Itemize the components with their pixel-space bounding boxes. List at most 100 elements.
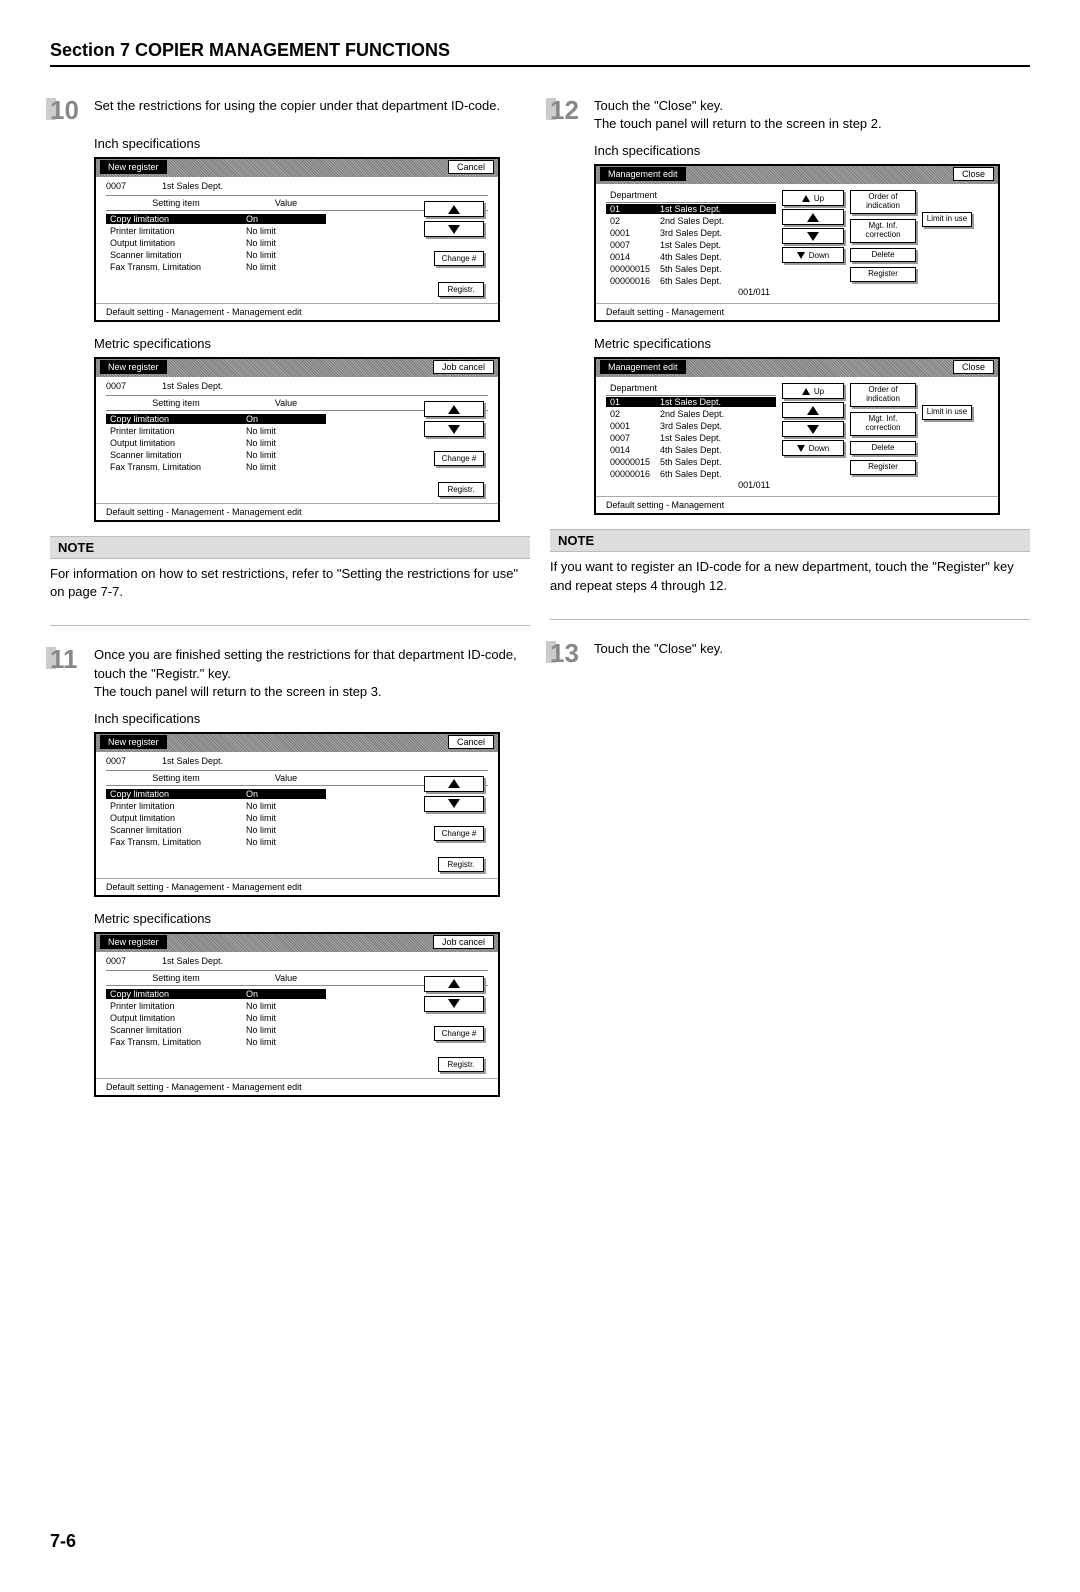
dept-code: 0007 <box>106 381 146 391</box>
cancel-button[interactable]: Job cancel <box>433 360 494 374</box>
inch-label: Inch specifications <box>94 711 530 726</box>
scroll-up-button[interactable] <box>782 209 844 225</box>
counter: 001/011 <box>606 287 776 297</box>
th-value: Value <box>246 973 326 983</box>
panel-title: New register <box>100 935 167 949</box>
dept-row[interactable]: 000000155th Sales Dept. <box>606 456 776 468</box>
limit-button[interactable]: Limit in use <box>922 212 972 227</box>
cancel-button[interactable]: Cancel <box>448 160 494 174</box>
dept-row[interactable]: 00144th Sales Dept. <box>606 251 776 263</box>
cancel-button[interactable]: Job cancel <box>433 935 494 949</box>
register-panel-inch: New register Cancel 00071st Sales Dept. … <box>50 157 530 322</box>
page-number: 7-6 <box>50 1531 1030 1552</box>
scroll-down-button[interactable] <box>782 421 844 437</box>
registr-button[interactable]: Registr. <box>438 1057 484 1072</box>
down-arrow-button[interactable] <box>424 221 484 237</box>
up-arrow-button[interactable] <box>424 976 484 992</box>
register-panel-metric: New register Job cancel 00071st Sales De… <box>50 932 530 1097</box>
dept-row[interactable]: 000000155th Sales Dept. <box>606 263 776 275</box>
metric-label: Metric specifications <box>94 911 530 926</box>
metric-label: Metric specifications <box>94 336 530 351</box>
step-11: 11 Once you are finished setting the res… <box>50 644 530 701</box>
divider <box>50 625 530 626</box>
counter: 001/011 <box>606 480 776 490</box>
step-13: 13 Touch the "Close" key. <box>550 638 1030 669</box>
delete-button[interactable]: Delete <box>850 248 916 263</box>
registr-button[interactable]: Registr. <box>438 857 484 872</box>
step-number: 11 <box>50 644 94 675</box>
panel-footer: Default setting - Management <box>596 303 998 320</box>
mgtinf-button[interactable]: Mgt. Inf. correction <box>850 412 916 436</box>
register-button[interactable]: Register <box>850 267 916 282</box>
panel-footer: Default setting - Management - Managemen… <box>96 878 498 895</box>
order-button[interactable]: Order of indication <box>850 190 916 214</box>
step-text: Once you are finished setting the restri… <box>94 644 530 701</box>
cancel-button[interactable]: Cancel <box>448 735 494 749</box>
dept-row[interactable]: 00013rd Sales Dept. <box>606 227 776 239</box>
note-label: NOTE <box>50 536 530 559</box>
dept-row[interactable]: 000000166th Sales Dept. <box>606 275 776 287</box>
delete-button[interactable]: Delete <box>850 441 916 456</box>
dept-row[interactable]: 000000166th Sales Dept. <box>606 468 776 480</box>
panel-footer: Default setting - Management - Managemen… <box>96 303 498 320</box>
step-text: Touch the "Close" key. <box>594 638 723 658</box>
down-arrow-button[interactable] <box>424 796 484 812</box>
register-panel-metric: New register Job cancel 00071st Sales De… <box>50 357 530 522</box>
step-text: Touch the "Close" key. The touch panel w… <box>594 95 882 133</box>
step-text: Set the restrictions for using the copie… <box>94 95 500 115</box>
change-button[interactable]: Change # <box>434 826 484 841</box>
mgmt-panel-metric: Management edit Close Department 011st S… <box>550 357 1030 515</box>
dept-row[interactable]: 011st Sales Dept. <box>606 203 776 215</box>
order-button[interactable]: Order of indication <box>850 383 916 407</box>
inch-label: Inch specifications <box>594 143 1030 158</box>
change-button[interactable]: Change # <box>434 251 484 266</box>
up-arrow-button[interactable] <box>424 776 484 792</box>
panel-title: Management edit <box>600 360 686 374</box>
change-button[interactable]: Change # <box>434 1026 484 1041</box>
dept-code: 0007 <box>106 956 146 966</box>
down-button[interactable]: Down <box>782 440 844 456</box>
close-button[interactable]: Close <box>953 360 994 374</box>
dept-row[interactable]: 011st Sales Dept. <box>606 396 776 408</box>
registr-button[interactable]: Registr. <box>438 482 484 497</box>
dept-row[interactable]: 022nd Sales Dept. <box>606 215 776 227</box>
step-number: 12 <box>550 95 594 126</box>
panel-footer: Default setting - Management - Managemen… <box>96 1078 498 1095</box>
change-button[interactable]: Change # <box>434 451 484 466</box>
down-arrow-button[interactable] <box>424 421 484 437</box>
dept-row[interactable]: 00144th Sales Dept. <box>606 444 776 456</box>
th-value: Value <box>246 773 326 783</box>
limit-button[interactable]: Limit in use <box>922 405 972 420</box>
up-button[interactable]: Up <box>782 383 844 399</box>
step-number: 10 <box>50 95 94 126</box>
scroll-up-button[interactable] <box>782 402 844 418</box>
th-setting-item: Setting item <box>106 773 246 783</box>
panel-title: Management edit <box>600 167 686 181</box>
dept-header: Department <box>606 190 776 203</box>
up-arrow-button[interactable] <box>424 201 484 217</box>
note-label: NOTE <box>550 529 1030 552</box>
section-header: Section 7 COPIER MANAGEMENT FUNCTIONS <box>50 40 1030 67</box>
mgtinf-button[interactable]: Mgt. Inf. correction <box>850 219 916 243</box>
dept-name: 1st Sales Dept. <box>162 756 223 766</box>
step-number: 13 <box>550 638 594 669</box>
dept-code: 0007 <box>106 181 146 191</box>
dept-row[interactable]: 022nd Sales Dept. <box>606 408 776 420</box>
dept-row[interactable]: 00013rd Sales Dept. <box>606 420 776 432</box>
note-block: NOTE For information on how to set restr… <box>50 536 530 607</box>
dept-row[interactable]: 00071st Sales Dept. <box>606 432 776 444</box>
step-12: 12 Touch the "Close" key. The touch pane… <box>550 95 1030 133</box>
down-arrow-button[interactable] <box>424 996 484 1012</box>
up-button[interactable]: Up <box>782 190 844 206</box>
panel-footer: Default setting - Management <box>596 496 998 513</box>
down-button[interactable]: Down <box>782 247 844 263</box>
close-button[interactable]: Close <box>953 167 994 181</box>
divider <box>550 619 1030 620</box>
dept-code: 0007 <box>106 756 146 766</box>
up-arrow-button[interactable] <box>424 401 484 417</box>
scroll-down-button[interactable] <box>782 228 844 244</box>
dept-row[interactable]: 00071st Sales Dept. <box>606 239 776 251</box>
th-value: Value <box>246 398 326 408</box>
register-button[interactable]: Register <box>850 460 916 475</box>
registr-button[interactable]: Registr. <box>438 282 484 297</box>
